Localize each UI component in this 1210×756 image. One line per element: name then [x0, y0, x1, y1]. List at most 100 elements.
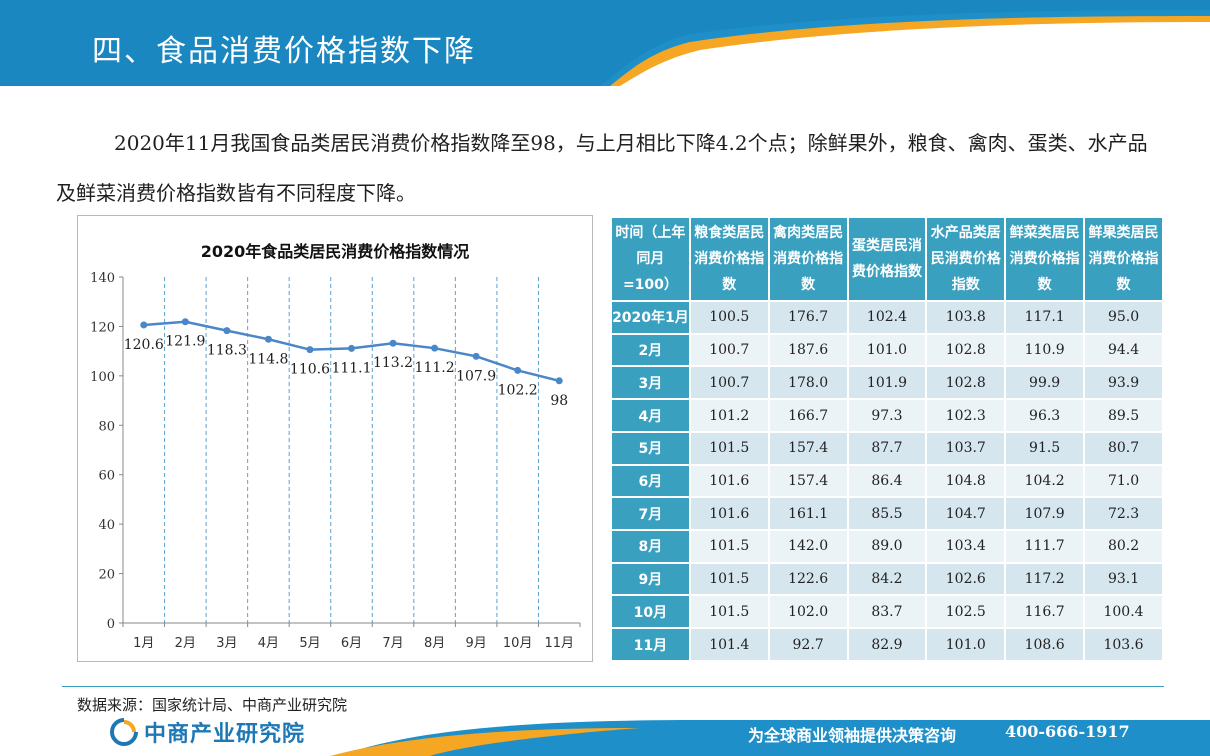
data-point	[472, 352, 480, 360]
logo-text: 中商产业研究院	[144, 722, 306, 747]
price-index-table: 时间（上年同月=100） 粮食类居民消费价格指数 禽肉类居民消费价格指数 蛋类居…	[610, 216, 1164, 662]
table-cell: 92.7	[767, 627, 849, 662]
row-label-cell: 2月	[610, 332, 691, 368]
x-tick-label: 3月	[216, 636, 237, 651]
table-cell: 157.4	[767, 430, 849, 466]
table-cell: 89.0	[846, 529, 928, 564]
table-cell: 117.1	[1004, 300, 1086, 335]
data-label: 98	[550, 393, 568, 409]
table-cell: 103.8	[925, 300, 1007, 335]
table-cell: 84.2	[846, 561, 928, 597]
table-cell: 93.1	[1083, 561, 1164, 597]
table-cell: 80.7	[1083, 430, 1164, 466]
table-cell: 101.6	[688, 496, 770, 532]
y-tick-label: 0	[107, 617, 115, 632]
y-tick-label: 120	[90, 320, 115, 335]
table-cell: 157.4	[767, 463, 849, 499]
table-row: 8月 101.5 142.0 89.0 103.4 111.7 80.2	[610, 529, 1164, 564]
table-cell: 102.8	[925, 365, 1007, 401]
header-cell-poultry: 禽肉类居民消费价格指数	[767, 216, 849, 302]
table-header-row: 时间（上年同月=100） 粮食类居民消费价格指数 禽肉类居民消费价格指数 蛋类居…	[610, 216, 1164, 302]
table-cell: 101.6	[688, 463, 770, 499]
table-row: 2020年1月 100.5 176.7 102.4 103.8 117.1 95.0	[610, 300, 1164, 335]
table-cell: 101.5	[688, 561, 770, 597]
table-cell: 103.6	[1083, 627, 1164, 662]
table-cell: 103.7	[925, 430, 1007, 466]
table-cell: 94.4	[1083, 332, 1164, 368]
table-cell: 93.9	[1083, 365, 1164, 401]
header-bar	[0, 0, 1210, 86]
table-row: 3月 100.7 178.0 101.9 102.8 99.9 93.9	[610, 365, 1164, 401]
table-cell: 102.5	[925, 594, 1007, 630]
x-tick-label: 9月	[465, 636, 486, 651]
table-cell: 110.9	[1004, 332, 1086, 368]
data-label: 113.2	[373, 355, 413, 371]
data-point	[140, 321, 148, 329]
table-row: 9月 101.5 122.6 84.2 102.6 117.2 93.1	[610, 561, 1164, 597]
x-tick-label: 1月	[133, 636, 154, 651]
table-cell: 80.2	[1083, 529, 1164, 564]
table-row: 11月 101.4 92.7 82.9 101.0 108.6 103.6	[610, 627, 1164, 662]
table-cell: 101.0	[925, 627, 1007, 662]
data-point	[181, 318, 189, 326]
header-cell-fruit: 鲜果类居民消费价格指数	[1083, 216, 1164, 302]
table-cell: 91.5	[1004, 430, 1086, 466]
table-cell: 99.9	[1004, 365, 1086, 401]
table-cell: 142.0	[767, 529, 849, 564]
table-cell: 107.9	[1004, 496, 1086, 532]
header-cell-grain: 粮食类居民消费价格指数	[688, 216, 770, 302]
table-cell: 108.6	[1004, 627, 1086, 662]
table-cell: 96.3	[1004, 398, 1086, 433]
data-label: 118.3	[207, 343, 247, 359]
data-label: 120.6	[124, 337, 164, 353]
data-point	[514, 366, 522, 374]
table-cell: 83.7	[846, 594, 928, 630]
data-label: 111.1	[331, 360, 371, 376]
row-label-cell: 7月	[610, 496, 691, 532]
table-cell: 101.5	[688, 529, 770, 564]
table-cell: 82.9	[846, 627, 928, 662]
slogan: 为全球商业领袖提供决策咨询	[748, 726, 957, 745]
table-cell: 101.5	[688, 594, 770, 630]
header-cell-eggs: 蛋类居民消费价格指数	[846, 216, 928, 302]
x-tick-label: 2月	[175, 636, 196, 651]
phone-number: 400-666-1917	[1005, 722, 1130, 741]
x-tick-label: 5月	[299, 636, 320, 651]
footer-divider	[62, 686, 1164, 687]
x-tick-label: 4月	[258, 636, 279, 651]
data-label: 107.9	[456, 368, 496, 384]
table-cell: 87.7	[846, 430, 928, 466]
data-label: 114.8	[248, 351, 288, 367]
table-cell: 101.0	[846, 332, 928, 368]
table-cell: 89.5	[1083, 398, 1164, 433]
table-cell: 102.8	[925, 332, 1007, 368]
header-cell-aquatic: 水产品类居民消费价格指数	[925, 216, 1007, 302]
table-cell: 178.0	[767, 365, 849, 401]
data-label: 121.9	[165, 334, 205, 350]
table-body: 2020年1月 100.5 176.7 102.4 103.8 117.1 95.0 2月 10…	[610, 300, 1164, 662]
data-source-note: 数据来源：国家统计局、中商产业研究院	[77, 696, 348, 714]
table-row: 2月 100.7 187.6 101.0 102.8 110.9 94.4	[610, 332, 1164, 368]
table-cell: 102.0	[767, 594, 849, 630]
table-cell: 72.3	[1083, 496, 1164, 532]
y-tick-label: 40	[98, 518, 115, 533]
y-tick-label: 100	[90, 370, 115, 385]
table-cell: 116.7	[1004, 594, 1086, 630]
table-cell: 101.5	[688, 430, 770, 466]
intro-paragraph: 2020年11月我国食品类居民消费价格指数降至98，与上月相比下降4.2个点；除…	[56, 131, 1148, 205]
table-row: 5月 101.5 157.4 87.7 103.7 91.5 80.7	[610, 430, 1164, 466]
table-cell: 102.6	[925, 561, 1007, 597]
row-label-cell: 2020年1月	[610, 300, 691, 335]
data-table-panel: 时间（上年同月=100） 粮食类居民消费价格指数 禽肉类居民消费价格指数 蛋类居…	[610, 216, 1164, 662]
table-cell: 100.7	[688, 365, 770, 401]
row-label-cell: 10月	[610, 594, 691, 630]
row-label-cell: 6月	[610, 463, 691, 499]
table-cell: 101.9	[846, 365, 928, 401]
data-point	[306, 346, 314, 354]
table-cell: 117.2	[1004, 561, 1086, 597]
data-label: 111.2	[415, 360, 455, 376]
page-title: 四、食品消费价格指数下降	[92, 34, 476, 69]
data-point	[389, 339, 397, 347]
footer-band	[330, 720, 1210, 756]
